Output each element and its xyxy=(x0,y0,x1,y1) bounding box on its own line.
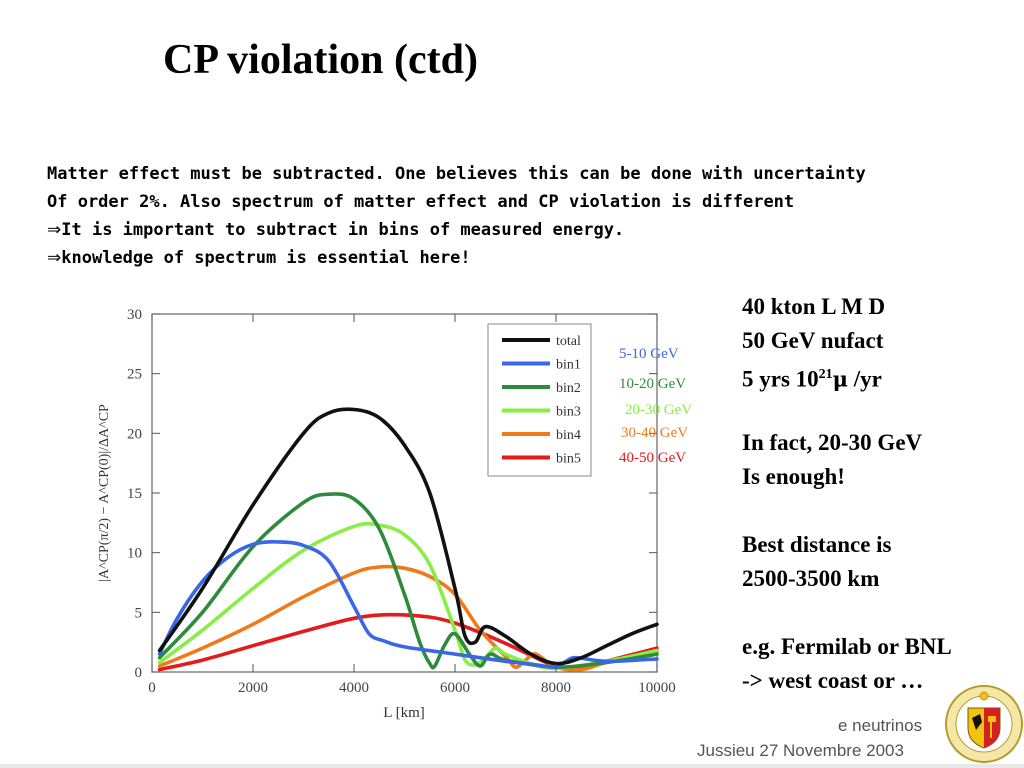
side-line-6: Is enough! xyxy=(742,464,845,489)
legend-label-total: total xyxy=(556,334,581,349)
series-line-total xyxy=(157,407,659,666)
y-tick-label: 10 xyxy=(127,546,142,562)
legend-box xyxy=(487,323,592,477)
side-line-11: e.g. Fermilab or BNL xyxy=(742,634,952,659)
x-tick-label: 8000 xyxy=(541,680,571,696)
y-tick-label: 30 xyxy=(127,307,142,323)
bottom-rule xyxy=(0,764,1024,768)
side-notes: 40 kton L M D 50 GeV nufact 5 yrs 1021μ … xyxy=(742,290,1017,698)
intro-line-3: ⇒It is important to subtract in bins of … xyxy=(47,220,625,240)
side-line-12: -> west coast or … xyxy=(742,668,924,693)
series-line-bin2 xyxy=(157,492,659,670)
footer-line-1: e neutrinos xyxy=(838,716,923,735)
slide-title: CP violation (ctd) xyxy=(163,37,478,83)
intro-line-2: Of order 2%. Also spectrum of matter eff… xyxy=(47,192,795,212)
side-line-8: Best distance is xyxy=(742,532,892,557)
y-tick-label: 5 xyxy=(135,605,143,621)
cp-asymmetry-plot: 0 5 10 15 20 25 30 0 2000 4000 6000 8000 10000 L [km… xyxy=(88,290,698,730)
x-tick-label: 10000 xyxy=(638,680,676,696)
side-gap xyxy=(742,494,1017,528)
legend-label-bin1: bin1 xyxy=(556,358,581,373)
intro-text: Matter effect must be subtracted. One be… xyxy=(47,160,997,272)
y-tick-label: 25 xyxy=(127,367,142,383)
implies-arrow: ⇒ xyxy=(47,220,62,240)
university-seal-icon xyxy=(945,685,1023,763)
x-tick-label: 0 xyxy=(148,680,156,696)
side-gap xyxy=(742,596,1017,630)
bin-energy-annotation-bin2: 10-20 GeV xyxy=(619,376,686,392)
footer-line-2: Jussieu 27 Novembre 2003 xyxy=(697,741,904,760)
x-tick-label: 6000 xyxy=(440,680,470,696)
y-tick-label: 20 xyxy=(127,426,142,442)
side-line-1: 40 kton L M D xyxy=(742,294,886,319)
bin-energy-annotation-bin3: 20-30 GeV xyxy=(625,402,692,418)
bin-energy-annotation-bin1: 5-10 GeV xyxy=(619,346,679,362)
y-tick-label: 15 xyxy=(127,486,142,502)
y-axis-label: |A^CP(π/2) − A^CP(0)|/ΔA^CP xyxy=(97,404,112,582)
intro-line-1: Matter effect must be subtracted. One be… xyxy=(47,164,866,184)
x-axis-label: L [km] xyxy=(383,705,425,721)
implies-arrow: ⇒ xyxy=(47,248,62,268)
side-line-5: In fact, 20-30 GeV xyxy=(742,430,923,455)
x-tick-label: 2000 xyxy=(238,680,268,696)
side-line-muons: 5 yrs 1021μ /yr xyxy=(742,366,882,392)
bin-energy-annotation-bin4: 30-40 GeV xyxy=(621,425,688,441)
legend-label-bin4: bin4 xyxy=(556,428,581,443)
bin-energy-annotation-bin5: 40-50 GeV xyxy=(619,450,686,466)
x-tick-label: 4000 xyxy=(339,680,369,696)
legend-label-bin2: bin2 xyxy=(556,381,581,396)
side-line-2: 50 GeV nufact xyxy=(742,328,884,353)
y-tick-label: 0 xyxy=(135,665,143,681)
legend-label-bin5: bin5 xyxy=(556,452,581,467)
plot-svg: 0 5 10 15 20 25 30 0 2000 4000 6000 8000 10000 L [km… xyxy=(97,307,692,721)
intro-line-4: ⇒knowledge of spectrum is essential here… xyxy=(47,248,471,268)
side-gap xyxy=(742,392,1017,426)
legend-label-bin3: bin3 xyxy=(556,405,581,420)
side-line-9: 2500-3500 km xyxy=(742,566,880,591)
